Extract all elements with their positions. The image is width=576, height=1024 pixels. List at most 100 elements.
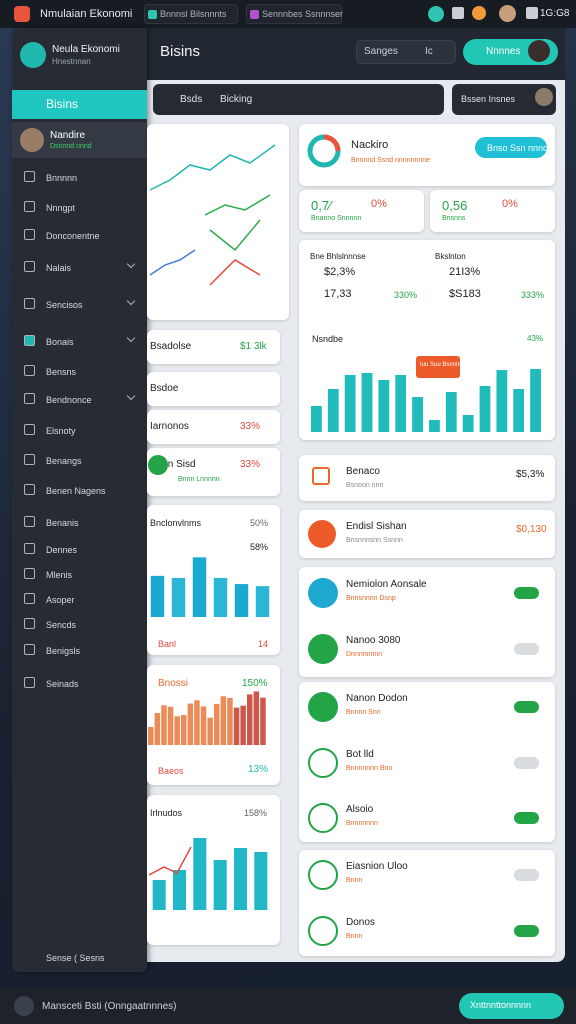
chart [148,691,266,745]
list-sub: Bnnn [346,877,363,884]
area-footer-value: 13% [248,764,269,775]
nav-label: Benangs [46,456,82,466]
bottom-button[interactable] [459,993,564,1019]
chart-badge: 50% [250,518,269,528]
summary-c: 333% [521,290,545,300]
toggle[interactable] [514,925,539,937]
tooltip-text: Iuu Suu Bsnnnn [420,362,463,368]
icon [308,803,338,833]
bar [344,375,356,432]
bar [171,577,186,617]
card [299,510,555,558]
bar [479,386,491,432]
list-title: Eiasnion Uloo [346,861,408,872]
list-sub: Bnnnn Snn [346,709,381,716]
bar [412,397,423,432]
search-box[interactable] [356,40,456,64]
toggle[interactable] [514,812,539,824]
area-stripe [148,727,154,745]
toggle[interactable] [514,869,539,881]
icon [24,618,35,629]
chart-footer: Banl [158,639,177,649]
chart-title: Nsndbe [312,334,344,344]
toggle[interactable] [514,643,539,655]
nav-label: Benigsls [46,646,81,656]
icon [526,7,538,19]
stat-value: 0,56 [442,198,468,213]
nav-active[interactable] [12,90,147,119]
row-value: $1 3lk [240,341,267,352]
icon [24,454,35,465]
header-button-label: Nnnnes [486,46,521,57]
list-title: Nanon Dodon [346,693,408,704]
toggle[interactable] [514,701,539,713]
row-label: Bsadolse [150,341,192,352]
chart-note: 58% [250,542,269,552]
chart-title: Bnclonvlnms [150,518,202,528]
list-title: Nemiolon Aonsale [346,579,427,590]
list-sub: Bnnn [346,933,363,940]
area-stripe [174,716,180,745]
row-value: 33% [240,459,261,470]
nav-label: Nnngpt [46,203,76,213]
card-title: Endisl Sishan [346,521,407,532]
nav-label: Asoper [46,595,75,605]
icon [24,393,35,404]
summary-title: Bne Bhlslnnnse [310,252,366,261]
tab-label: Sennnbes Ssnnnser [262,9,344,19]
bar [311,406,322,432]
toggle[interactable] [514,587,539,599]
area-value: 150% [242,678,268,689]
nav-label: Mlenis [46,570,73,580]
filter-bar[interactable] [153,84,444,115]
icon [308,748,338,778]
sidebar [12,28,147,972]
stat-value: 0,7⁄ [311,198,332,213]
bar [513,389,525,432]
bar [395,375,407,432]
area-stripe [220,696,227,745]
row-value: 33% [240,421,261,432]
nav-active-label: Bisins [46,97,79,111]
chart [152,838,268,910]
icon [24,298,35,309]
icon [24,424,35,435]
nav-label: Nalais [46,263,72,273]
card [299,682,555,842]
ring-part [323,134,341,152]
area-title: Bnossi [158,678,189,689]
app-name: Nmulaian Ekonomi [40,8,133,20]
page-title: Bisins [160,43,201,60]
area-stripe [240,705,246,745]
icon [24,593,35,604]
toggle[interactable] [514,757,539,769]
nav-label: Donconentne [46,231,100,241]
trend-line [209,259,261,286]
search-short: Ic [425,46,433,57]
nav-label: Bonais [46,337,74,347]
icon [148,455,168,475]
user-name: Nandire [50,130,86,141]
chart-footer-value: 14 [258,639,269,649]
icon [308,520,336,548]
summary-b: $S183 [449,288,481,300]
profile-button[interactable] [475,137,547,158]
area-stripe [260,697,266,745]
card [147,505,280,655]
nav-label: Bensns [46,367,77,377]
bar [462,415,474,432]
icon [20,128,44,152]
chart [150,557,270,617]
chart [311,369,541,432]
area-stripe [161,705,167,745]
bar [213,860,227,910]
tab[interactable] [144,4,238,24]
tab[interactable] [246,4,342,24]
icon [308,634,338,664]
stat-sub: Bnsnns [442,215,466,222]
icon [14,6,30,22]
row-label: Iarnonos [150,421,189,432]
area-stripe [233,707,240,745]
bottom-button-label: Xnttnnttonnnnn [470,1000,532,1010]
